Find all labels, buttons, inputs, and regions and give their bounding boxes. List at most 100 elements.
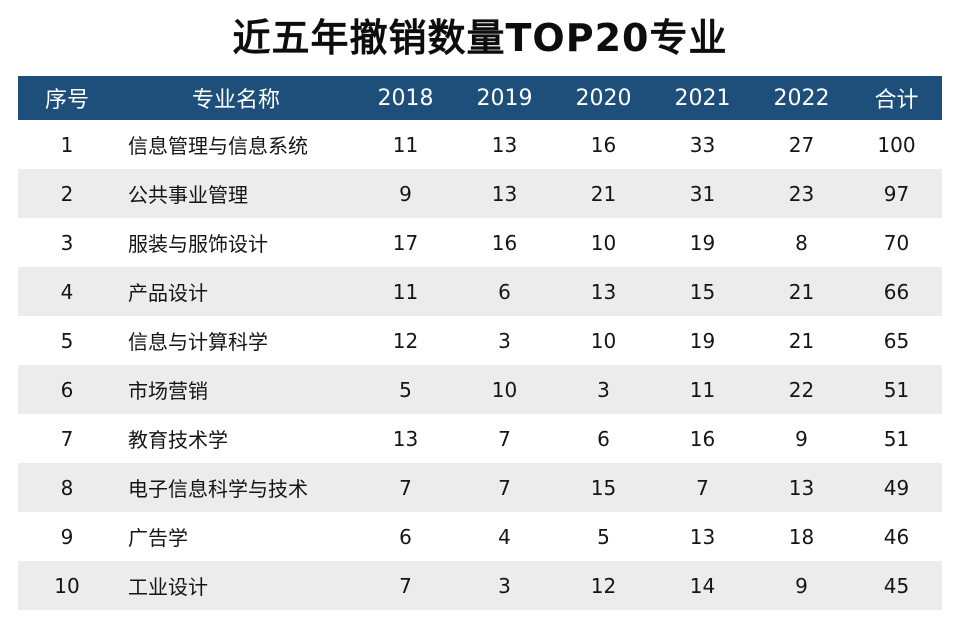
cell-2018: 7 [399, 573, 412, 598]
cell-2021: 19 [689, 230, 716, 255]
cell-2022: 22 [788, 377, 815, 402]
data-table: 序号 专业名称 2018 2019 2020 2021 2022 合计 1 信息管… [18, 76, 942, 610]
table-row: 5 信息与计算科学 12 3 10 19 21 65 [18, 316, 942, 365]
cell-major-name: 产品设计 [128, 281, 208, 305]
table-header-row: 序号 专业名称 2018 2019 2020 2021 2022 合计 [18, 76, 942, 120]
cell-total: 66 [883, 279, 910, 304]
cell-2018: 11 [392, 132, 419, 157]
table-row: 6 市场营销 5 10 3 11 22 51 [18, 365, 942, 414]
cell-2022: 9 [795, 426, 808, 451]
cell-2019: 7 [498, 426, 511, 451]
cell-rank: 1 [60, 132, 74, 157]
cell-rank: 2 [60, 181, 74, 206]
table-row: 8 电子信息科学与技术 7 7 15 7 13 49 [18, 463, 942, 512]
page-title: 近五年撤销数量TOP20专业 [232, 16, 728, 60]
cell-2022: 18 [788, 524, 815, 549]
cell-2019: 16 [491, 230, 518, 255]
cell-total: 70 [883, 230, 910, 255]
cell-2020: 10 [590, 328, 617, 353]
cell-2022: 8 [795, 230, 808, 255]
cell-2021: 15 [689, 279, 716, 304]
cell-2021: 16 [689, 426, 716, 451]
cell-major-name: 信息与计算科学 [128, 330, 268, 354]
cell-2022: 9 [795, 573, 808, 598]
cell-2021: 33 [689, 132, 716, 157]
cell-rank: 6 [60, 377, 74, 402]
cell-rank: 4 [60, 279, 74, 304]
cell-2021: 14 [689, 573, 716, 598]
cell-2018: 7 [399, 475, 412, 500]
cell-major-name: 教育技术学 [128, 428, 228, 452]
cell-2018: 6 [399, 524, 412, 549]
header-2022: 2022 [773, 85, 830, 111]
cell-2018: 12 [392, 328, 419, 353]
table-row: 2 公共事业管理 9 13 21 31 23 97 [18, 169, 942, 218]
cell-rank: 10 [54, 573, 80, 598]
table-row: 1 信息管理与信息系统 11 13 16 33 27 100 [18, 120, 942, 169]
cell-2019: 10 [491, 377, 518, 402]
header-major-name: 专业名称 [191, 88, 280, 113]
cell-2020: 12 [590, 573, 617, 598]
cell-2021: 11 [689, 377, 716, 402]
cell-2019: 6 [498, 279, 511, 304]
cell-major-name: 广告学 [128, 526, 188, 550]
cell-major-name: 工业设计 [128, 575, 208, 599]
header-2021: 2021 [674, 85, 731, 111]
cell-2022: 21 [788, 279, 815, 304]
cell-2020: 21 [590, 181, 617, 206]
cell-total: 100 [877, 132, 916, 157]
cell-2022: 13 [788, 475, 815, 500]
cell-major-name: 服装与服饰设计 [128, 232, 268, 256]
cell-major-name: 信息管理与信息系统 [128, 134, 308, 158]
header-rank: 序号 [44, 88, 89, 113]
header-total: 合计 [874, 88, 919, 113]
cell-2022: 23 [788, 181, 815, 206]
cell-2018: 17 [392, 230, 419, 255]
cell-major-name: 公共事业管理 [128, 183, 248, 207]
cell-total: 97 [883, 181, 910, 206]
cell-2021: 13 [689, 524, 716, 549]
cell-2021: 19 [689, 328, 716, 353]
table-row: 3 服装与服饰设计 17 16 10 19 8 70 [18, 218, 942, 267]
cell-2021: 31 [689, 181, 716, 206]
cell-2019: 7 [498, 475, 511, 500]
cell-2018: 9 [399, 181, 412, 206]
cell-2021: 7 [696, 475, 709, 500]
table-row: 7 教育技术学 13 7 6 16 9 51 [18, 414, 942, 463]
cell-2018: 5 [399, 377, 412, 402]
cell-major-name: 市场营销 [128, 379, 208, 403]
table-row: 9 广告学 6 4 5 13 18 46 [18, 512, 942, 561]
cell-major-name: 电子信息科学与技术 [128, 477, 308, 501]
cell-rank: 7 [60, 426, 74, 451]
cell-2019: 3 [498, 573, 511, 598]
cell-2019: 13 [491, 132, 518, 157]
cell-2018: 13 [392, 426, 419, 451]
cell-total: 51 [883, 426, 910, 451]
cell-rank: 8 [60, 475, 74, 500]
cell-total: 51 [883, 377, 910, 402]
cell-rank: 3 [60, 230, 74, 255]
cell-total: 49 [883, 475, 910, 500]
cell-total: 46 [883, 524, 910, 549]
cell-2019: 4 [498, 524, 511, 549]
cell-2019: 3 [498, 328, 511, 353]
header-2018: 2018 [377, 85, 434, 111]
cell-rank: 5 [60, 328, 74, 353]
cell-2018: 11 [392, 279, 419, 304]
cell-2020: 10 [590, 230, 617, 255]
cell-rank: 9 [60, 524, 74, 549]
cell-2020: 13 [590, 279, 617, 304]
header-2019: 2019 [476, 85, 533, 111]
cell-2019: 13 [491, 181, 518, 206]
cell-total: 45 [883, 573, 910, 598]
cell-2020: 6 [597, 426, 610, 451]
cell-total: 65 [883, 328, 910, 353]
cell-2022: 27 [788, 132, 815, 157]
cell-2020: 16 [590, 132, 617, 157]
cell-2022: 21 [788, 328, 815, 353]
table-body: 1 信息管理与信息系统 11 13 16 33 27 100 2 公共事业管理 9 13 21 31 23 9… [18, 120, 942, 610]
cell-2020: 3 [597, 377, 610, 402]
cell-2020: 5 [597, 524, 610, 549]
header-2020: 2020 [575, 85, 632, 111]
table-row: 10 工业设计 7 3 12 14 9 45 [18, 561, 942, 610]
